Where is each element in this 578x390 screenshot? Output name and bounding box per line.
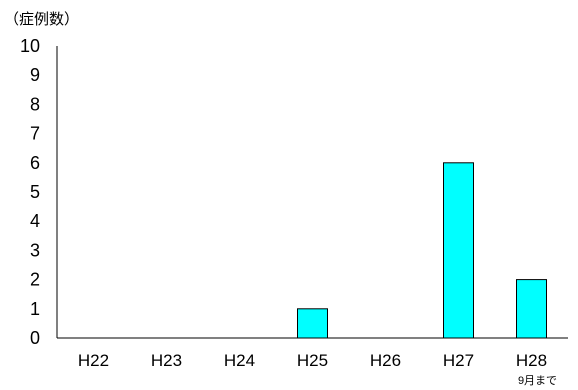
x-tick-label-H24: H24 xyxy=(224,351,255,370)
bars xyxy=(297,162,547,339)
y-tick-label: 5 xyxy=(30,182,40,202)
axes xyxy=(56,46,568,339)
bar-H27 xyxy=(443,162,474,339)
y-tick-label: 10 xyxy=(20,36,40,56)
y-tick-label: 7 xyxy=(30,124,40,144)
bar-H25 xyxy=(297,308,328,339)
bar-H28 xyxy=(516,279,547,339)
y-axis-title: （症例数） xyxy=(4,11,80,28)
y-tick-label: 8 xyxy=(30,94,40,114)
y-tick-labels: 0 1 2 3 4 5 6 7 8 9 10 xyxy=(20,36,40,348)
x-tick-label-H27: H27 xyxy=(443,351,474,370)
y-tick-label: 6 xyxy=(30,153,40,173)
y-tick-label: 2 xyxy=(30,270,40,290)
y-tick-label: 9 xyxy=(30,65,40,85)
x-tick-labels: H22 H23 H24 H25 H26 H27 H28 9月まで xyxy=(78,351,557,387)
x-tick-label-H28: H28 xyxy=(516,351,547,370)
y-tick-label: 1 xyxy=(30,299,40,319)
y-tick-label: 0 xyxy=(30,328,40,348)
x-tick-note: 9月まで xyxy=(518,374,557,387)
y-tick-label: 4 xyxy=(30,211,40,231)
y-tick-label: 3 xyxy=(30,240,40,260)
x-tick-label-H22: H22 xyxy=(78,351,109,370)
x-tick-label-H25: H25 xyxy=(297,351,328,370)
x-tick-label-H26: H26 xyxy=(370,351,401,370)
x-tick-label-H23: H23 xyxy=(151,351,182,370)
